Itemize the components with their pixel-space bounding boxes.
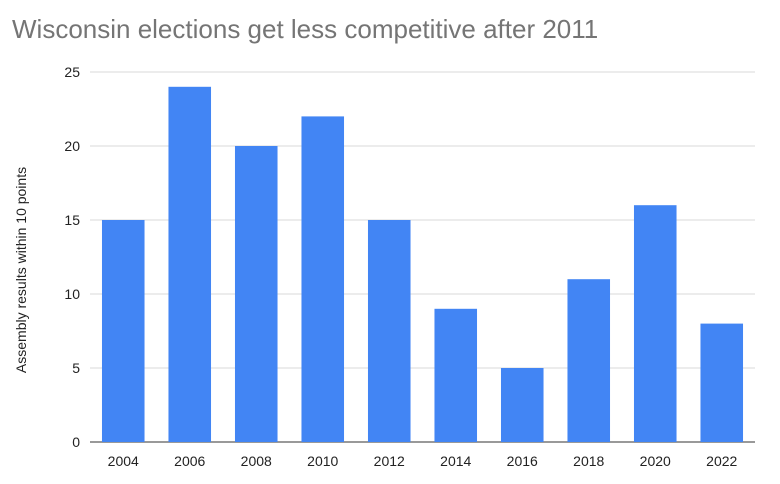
bar-2010 (301, 116, 345, 443)
y-tick-label: 0 (72, 434, 80, 450)
bar-2004 (101, 220, 145, 442)
y-axis-title: Assembly results within 10 points (13, 167, 29, 373)
bar-2008 (234, 146, 278, 442)
bar-2018 (567, 279, 611, 442)
x-tick-label: 2010 (307, 453, 338, 469)
chart-title: Wisconsin elections get less competitive… (12, 14, 599, 44)
bar-2016 (500, 368, 544, 442)
y-tick-labels: 0 5 10 15 20 25 (64, 64, 80, 450)
x-tick-label: 2016 (507, 453, 538, 469)
x-tick-label: 2014 (440, 453, 471, 469)
bar-2020 (633, 205, 677, 442)
y-tick-label: 15 (64, 212, 80, 228)
bar-2012 (367, 220, 411, 442)
bar-2006 (168, 86, 212, 443)
bars (101, 86, 744, 443)
x-tick-label: 2022 (706, 453, 737, 469)
x-tick-label: 2004 (108, 453, 139, 469)
x-tick-label: 2020 (640, 453, 671, 469)
x-tick-labels: 2004 2006 2008 2010 2012 2014 2016 2018 2020 2022 (108, 453, 738, 469)
y-tick-label: 5 (72, 360, 80, 376)
y-tick-label: 25 (64, 64, 80, 80)
x-tick-label: 2008 (241, 453, 272, 469)
bar-2022 (700, 323, 744, 442)
y-tick-label: 20 (64, 138, 80, 154)
x-tick-label: 2012 (374, 453, 405, 469)
bar-2014 (434, 308, 478, 442)
x-tick-label: 2018 (573, 453, 604, 469)
y-tick-label: 10 (64, 286, 80, 302)
x-tick-label: 2006 (174, 453, 205, 469)
